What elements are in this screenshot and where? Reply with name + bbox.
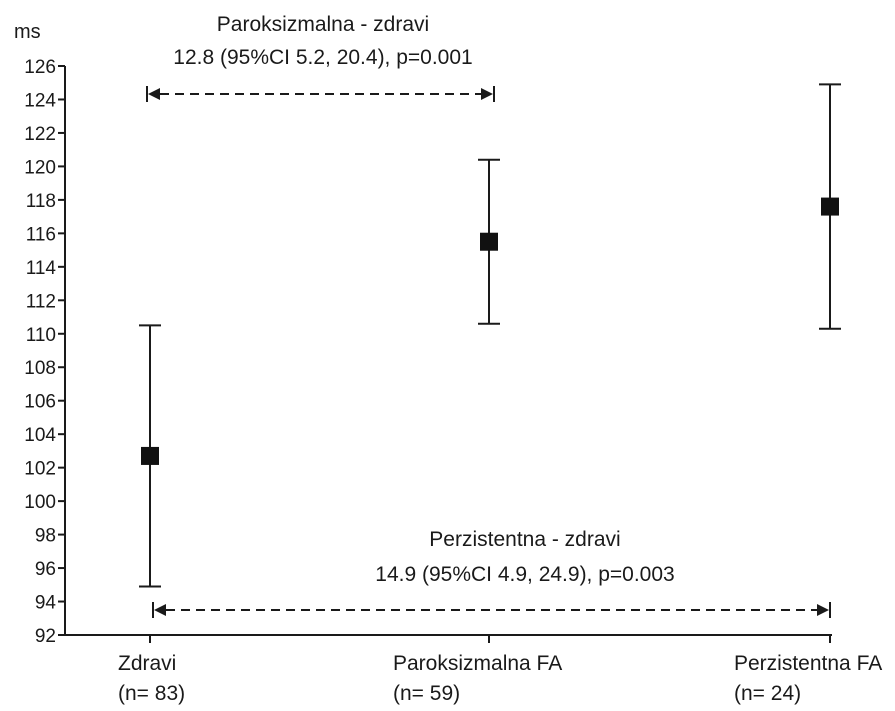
x-category-label: Zdravi: [118, 652, 176, 675]
x-category-n-label: (n= 83): [118, 682, 185, 705]
plot-area: [139, 83, 841, 588]
annotation-stat: 12.8 (95%CI 5.2, 20.4), p=0.001: [173, 46, 472, 69]
x-axis: Zdravi (n= 83) Paroksizmalna FA (n= 59) Perz…: [65, 634, 882, 705]
y-tick-label: 114: [26, 258, 57, 279]
annotation-stat: 14.9 (95%CI 4.9, 24.9), p=0.003: [375, 563, 674, 586]
annotation-title: Perzistentna - zdravi: [429, 528, 620, 551]
y-tick-label: 106: [24, 392, 56, 413]
x-category-n-label: (n= 59): [393, 682, 460, 705]
y-tick-label: 110: [26, 325, 56, 346]
data-point-marker: [821, 197, 839, 216]
data-point-marker: [141, 446, 159, 465]
y-tick-label: 126: [24, 57, 56, 78]
y-tick-label: 124: [24, 90, 56, 111]
y-tick-label: 122: [24, 124, 56, 145]
y-axis: 92 94 96 98 100 102 104 106 108 110 112 114 116 118 12…: [24, 57, 66, 647]
y-tick-label: 94: [35, 593, 57, 614]
comparison-annotation: Paroksizmalna - zdravi 12.8 (95%CI 5.2, 2…: [146, 13, 495, 102]
data-point-group: [139, 324, 161, 588]
arrowhead-left: [154, 604, 166, 616]
y-tick-label: 100: [24, 492, 56, 513]
arrowhead-right: [817, 604, 829, 616]
y-tick-label: 92: [35, 626, 56, 647]
y-tick-label: 104: [24, 425, 56, 446]
data-point-group: [478, 158, 500, 325]
annotation-title: Paroksizmalna - zdravi: [217, 13, 429, 36]
arrowhead-left: [148, 88, 160, 100]
y-tick-label: 118: [26, 191, 56, 212]
data-point-group: [819, 83, 841, 330]
y-tick-label: 96: [35, 559, 56, 580]
data-point-marker: [480, 232, 498, 251]
y-tick-label: 108: [24, 358, 56, 379]
y-tick-label: 120: [24, 157, 56, 178]
x-category-label: Perzistentna FA: [734, 652, 882, 675]
y-tick-label: 116: [26, 224, 56, 245]
x-category-n-label: (n= 24): [734, 682, 801, 705]
y-tick-label: 98: [35, 526, 56, 547]
x-category-label: Paroksizmalna FA: [393, 652, 562, 675]
y-axis-unit-label: ms: [14, 21, 41, 43]
arrowhead-right: [481, 88, 493, 100]
y-tick-label: 112: [26, 291, 56, 312]
comparison-annotation: Perzistentna - zdravi 14.9 (95%CI 4.9, 24…: [152, 528, 831, 618]
y-tick-label: 102: [24, 459, 56, 480]
comparison-annotations: Paroksizmalna - zdravi 12.8 (95%CI 5.2, 2…: [146, 13, 831, 618]
